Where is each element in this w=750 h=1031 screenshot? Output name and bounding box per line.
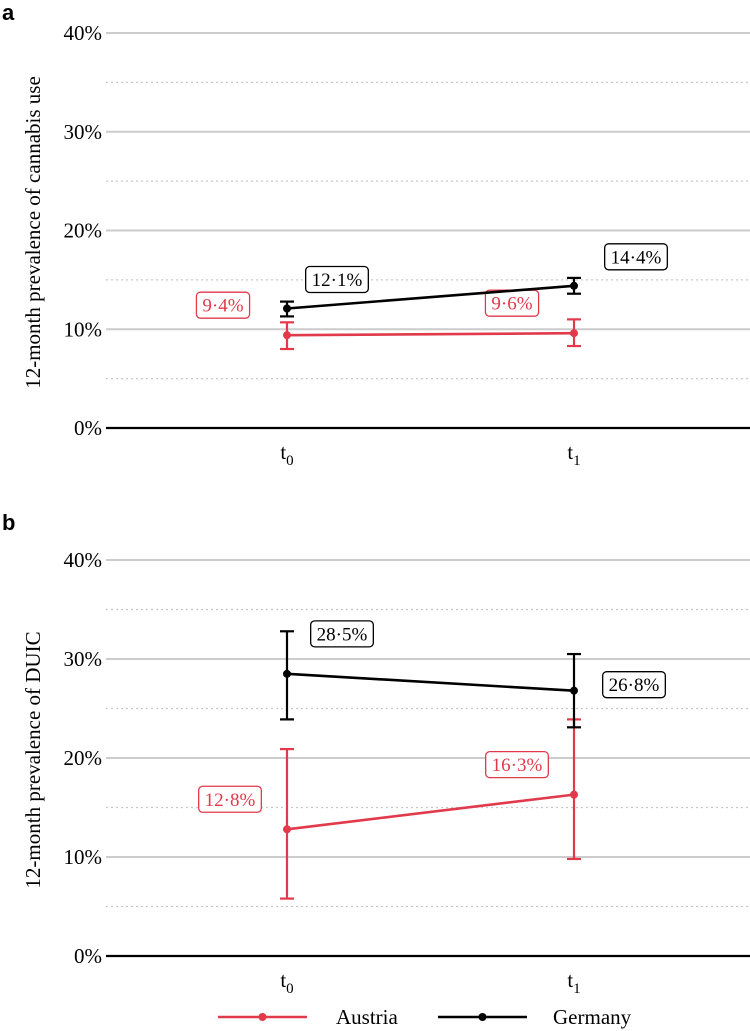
data-point [570,686,578,695]
data-label-text: 9·6% [491,294,532,315]
legend: Austria Germany [218,1005,632,1029]
y-tick-label: 30% [64,120,103,144]
y-tick-label: 0% [74,944,102,968]
panel-a: 0% 10% 20% 30% 40% t0 t1 12-month prevalence of… [21,21,750,469]
data-label: 12·1% [305,265,369,294]
series-line [286,672,575,692]
series-austria: 12·8% 16·3% [198,718,581,900]
series-line [286,793,575,831]
x-tick-label: t0 [280,968,293,997]
y-axis-label: 12-month prevalence of cannabis use [21,76,45,389]
legend-item-germany: Germany [438,1005,632,1029]
y-tick-label: 40% [64,21,103,45]
data-label: 9·4% [195,291,251,319]
data-label-text: 12·8% [205,790,256,811]
data-label: 26·8% [602,671,666,699]
series-austria: 9·4% 9·6% [195,289,581,351]
data-point [283,669,291,678]
y-tick-label: 20% [64,746,103,770]
series-line [286,331,575,337]
panel-b-letter: b [2,510,15,535]
legend-item-austria: Austria [218,1005,399,1029]
data-label: 9·6% [484,289,540,317]
data-label: 12·8% [198,785,262,813]
data-label: 28·5% [310,620,374,648]
data-label: 14·4% [604,243,668,271]
data-label-text: 14·4% [611,247,662,268]
panel-b: 0% 10% 20% 30% 40% t0 t1 12-month prevalence of… [21,548,750,997]
data-point [570,281,578,290]
panels: 0% 10% 20% 30% 40% t0 t1 12-month prevalence of… [21,21,750,997]
legend-marker [478,1013,487,1021]
y-tick-label: 0% [74,416,102,440]
data-label-text: 26·8% [609,675,660,696]
series-germany: 28·5% 26·8% [280,620,666,729]
panel-a-letter: a [2,0,15,25]
data-label-text: 28·5% [317,624,368,645]
data-point [283,825,291,834]
x-tick-label: t1 [567,440,580,469]
data-point [283,331,291,340]
legend-label: Austria [336,1005,399,1029]
y-tick-label: 10% [64,845,103,869]
legend-label: Germany [553,1005,632,1029]
x-tick-label: t1 [567,968,580,997]
y-tick-label: 10% [64,317,103,341]
series-germany: 12·1% 14·4% [280,243,668,318]
data-label-text: 12·1% [312,270,363,291]
y-tick-label: 20% [64,219,103,243]
y-tick-label: 40% [64,548,103,572]
legend-marker [258,1013,267,1021]
data-point [570,329,578,338]
data-label-text: 16·3% [492,755,543,776]
data-point [570,790,578,799]
x-tick-label: t0 [280,440,293,469]
series-line [286,284,575,310]
y-axis-label: 12-month prevalence of DUIC [21,631,45,888]
y-tick-label: 30% [64,647,103,671]
data-label: 16·3% [485,750,549,779]
data-label-text: 9·4% [202,296,243,317]
data-point [283,304,291,313]
